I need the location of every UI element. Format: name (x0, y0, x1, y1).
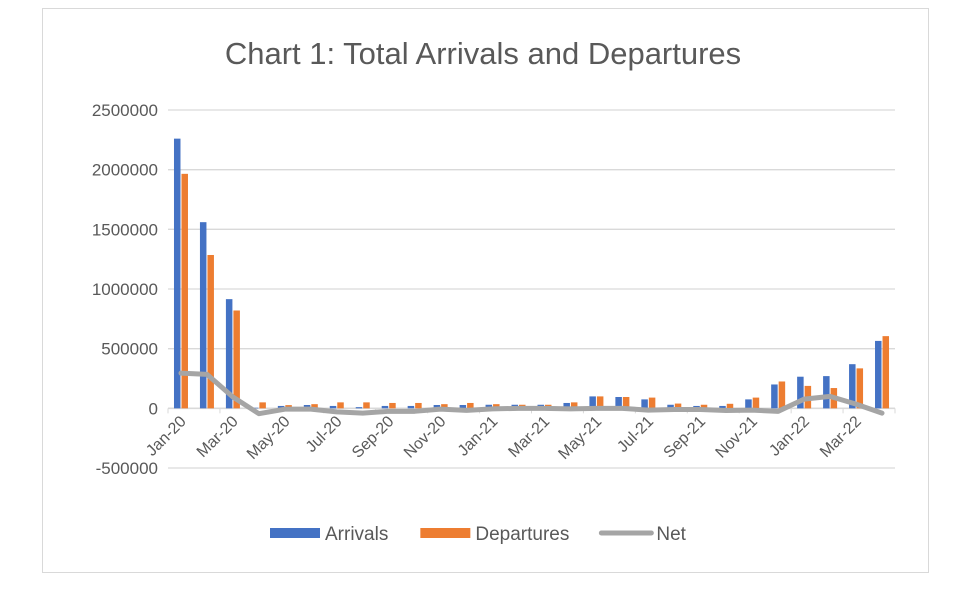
bar-arrivals (745, 399, 752, 409)
x-tick-label: Jan-20 (143, 413, 190, 460)
bar-departures (337, 402, 344, 409)
line-net (178, 370, 885, 417)
chart-title: Chart 1: Total Arrivals and Departures (224, 36, 742, 71)
bar-departures (259, 402, 266, 409)
bar-departures (700, 404, 708, 409)
bar-departures (207, 254, 214, 409)
bar-arrivals (563, 402, 570, 409)
bar-arrivals (797, 376, 804, 409)
bar-departures (726, 403, 734, 409)
bar-departures (389, 402, 396, 409)
bar-departures (181, 173, 188, 409)
bar-arrivals (173, 138, 181, 409)
legend-swatch-arrivals (270, 528, 320, 538)
x-tick-label: Mar-21 (505, 413, 553, 461)
bar-arrivals (875, 340, 882, 409)
bar-departures (596, 396, 604, 409)
bar-arrivals (225, 299, 233, 409)
bar-departures (752, 397, 760, 409)
y-tick-label: 1500000 (92, 220, 158, 239)
bar-departures (493, 404, 500, 409)
bar-departures (778, 381, 786, 409)
bar-arrivals (771, 384, 778, 409)
x-tick-label: Nov-21 (713, 413, 762, 462)
legend-label-arrivals: Arrivals (325, 524, 388, 545)
bar-departures (570, 402, 578, 409)
x-tick-label: May-20 (244, 413, 294, 463)
x-tick-label: Mar-22 (817, 413, 865, 461)
bar-arrivals (849, 364, 856, 409)
bar-departures (467, 402, 474, 409)
bar-arrivals (407, 405, 415, 409)
bar-arrivals (667, 404, 674, 409)
y-tick-label: 2500000 (92, 101, 158, 120)
bar-arrivals (823, 376, 830, 409)
bar-arrivals (615, 396, 622, 409)
bar-departures (648, 397, 656, 409)
bar-departures (441, 404, 448, 409)
x-tick-label: Jan-22 (766, 413, 813, 460)
bar-departures (622, 396, 630, 409)
bar-arrivals (459, 404, 467, 409)
bar-departures (415, 402, 422, 409)
x-tick-label: Sep-21 (661, 413, 710, 462)
x-tick-label: Jan-21 (455, 413, 502, 460)
legend-label-departures: Departures (475, 524, 569, 545)
legend-swatch-departures (420, 528, 471, 538)
y-tick-label: 500000 (101, 340, 158, 359)
bar-arrivals (251, 407, 259, 409)
y-tick-label: 2000000 (92, 161, 158, 180)
y-tick-label: 0 (149, 399, 158, 418)
y-tick-label: 1000000 (92, 280, 158, 299)
bar-departures (311, 404, 318, 409)
bar-arrivals (277, 405, 285, 409)
bar-departures (233, 310, 240, 409)
bar-arrivals (589, 396, 596, 409)
bar-departures (363, 402, 370, 409)
x-tick-label: Jul-20 (303, 413, 346, 456)
bar-arrivals (641, 399, 648, 409)
x-tick-label: Mar-20 (194, 413, 242, 461)
bar-arrivals (381, 405, 389, 409)
bar-departures (882, 336, 890, 409)
bar-departures (674, 403, 682, 409)
bar-departures (856, 368, 864, 409)
y-tick-label: -500000 (96, 459, 158, 478)
x-tick-label: Sep-20 (349, 413, 398, 462)
bar-arrivals (199, 222, 207, 409)
bar-arrivals (303, 404, 311, 409)
bar-arrivals (329, 405, 337, 409)
chart-frame (42, 8, 929, 573)
bar-arrivals (719, 405, 726, 409)
x-tick-label: Nov-20 (401, 413, 450, 462)
legend-label-net: Net (656, 524, 686, 545)
bar-arrivals (433, 404, 441, 409)
x-tick-label: May-21 (555, 413, 605, 463)
bar-arrivals (485, 404, 493, 409)
bar-arrivals (355, 407, 363, 409)
x-tick-label: Jul-21 (614, 413, 657, 456)
